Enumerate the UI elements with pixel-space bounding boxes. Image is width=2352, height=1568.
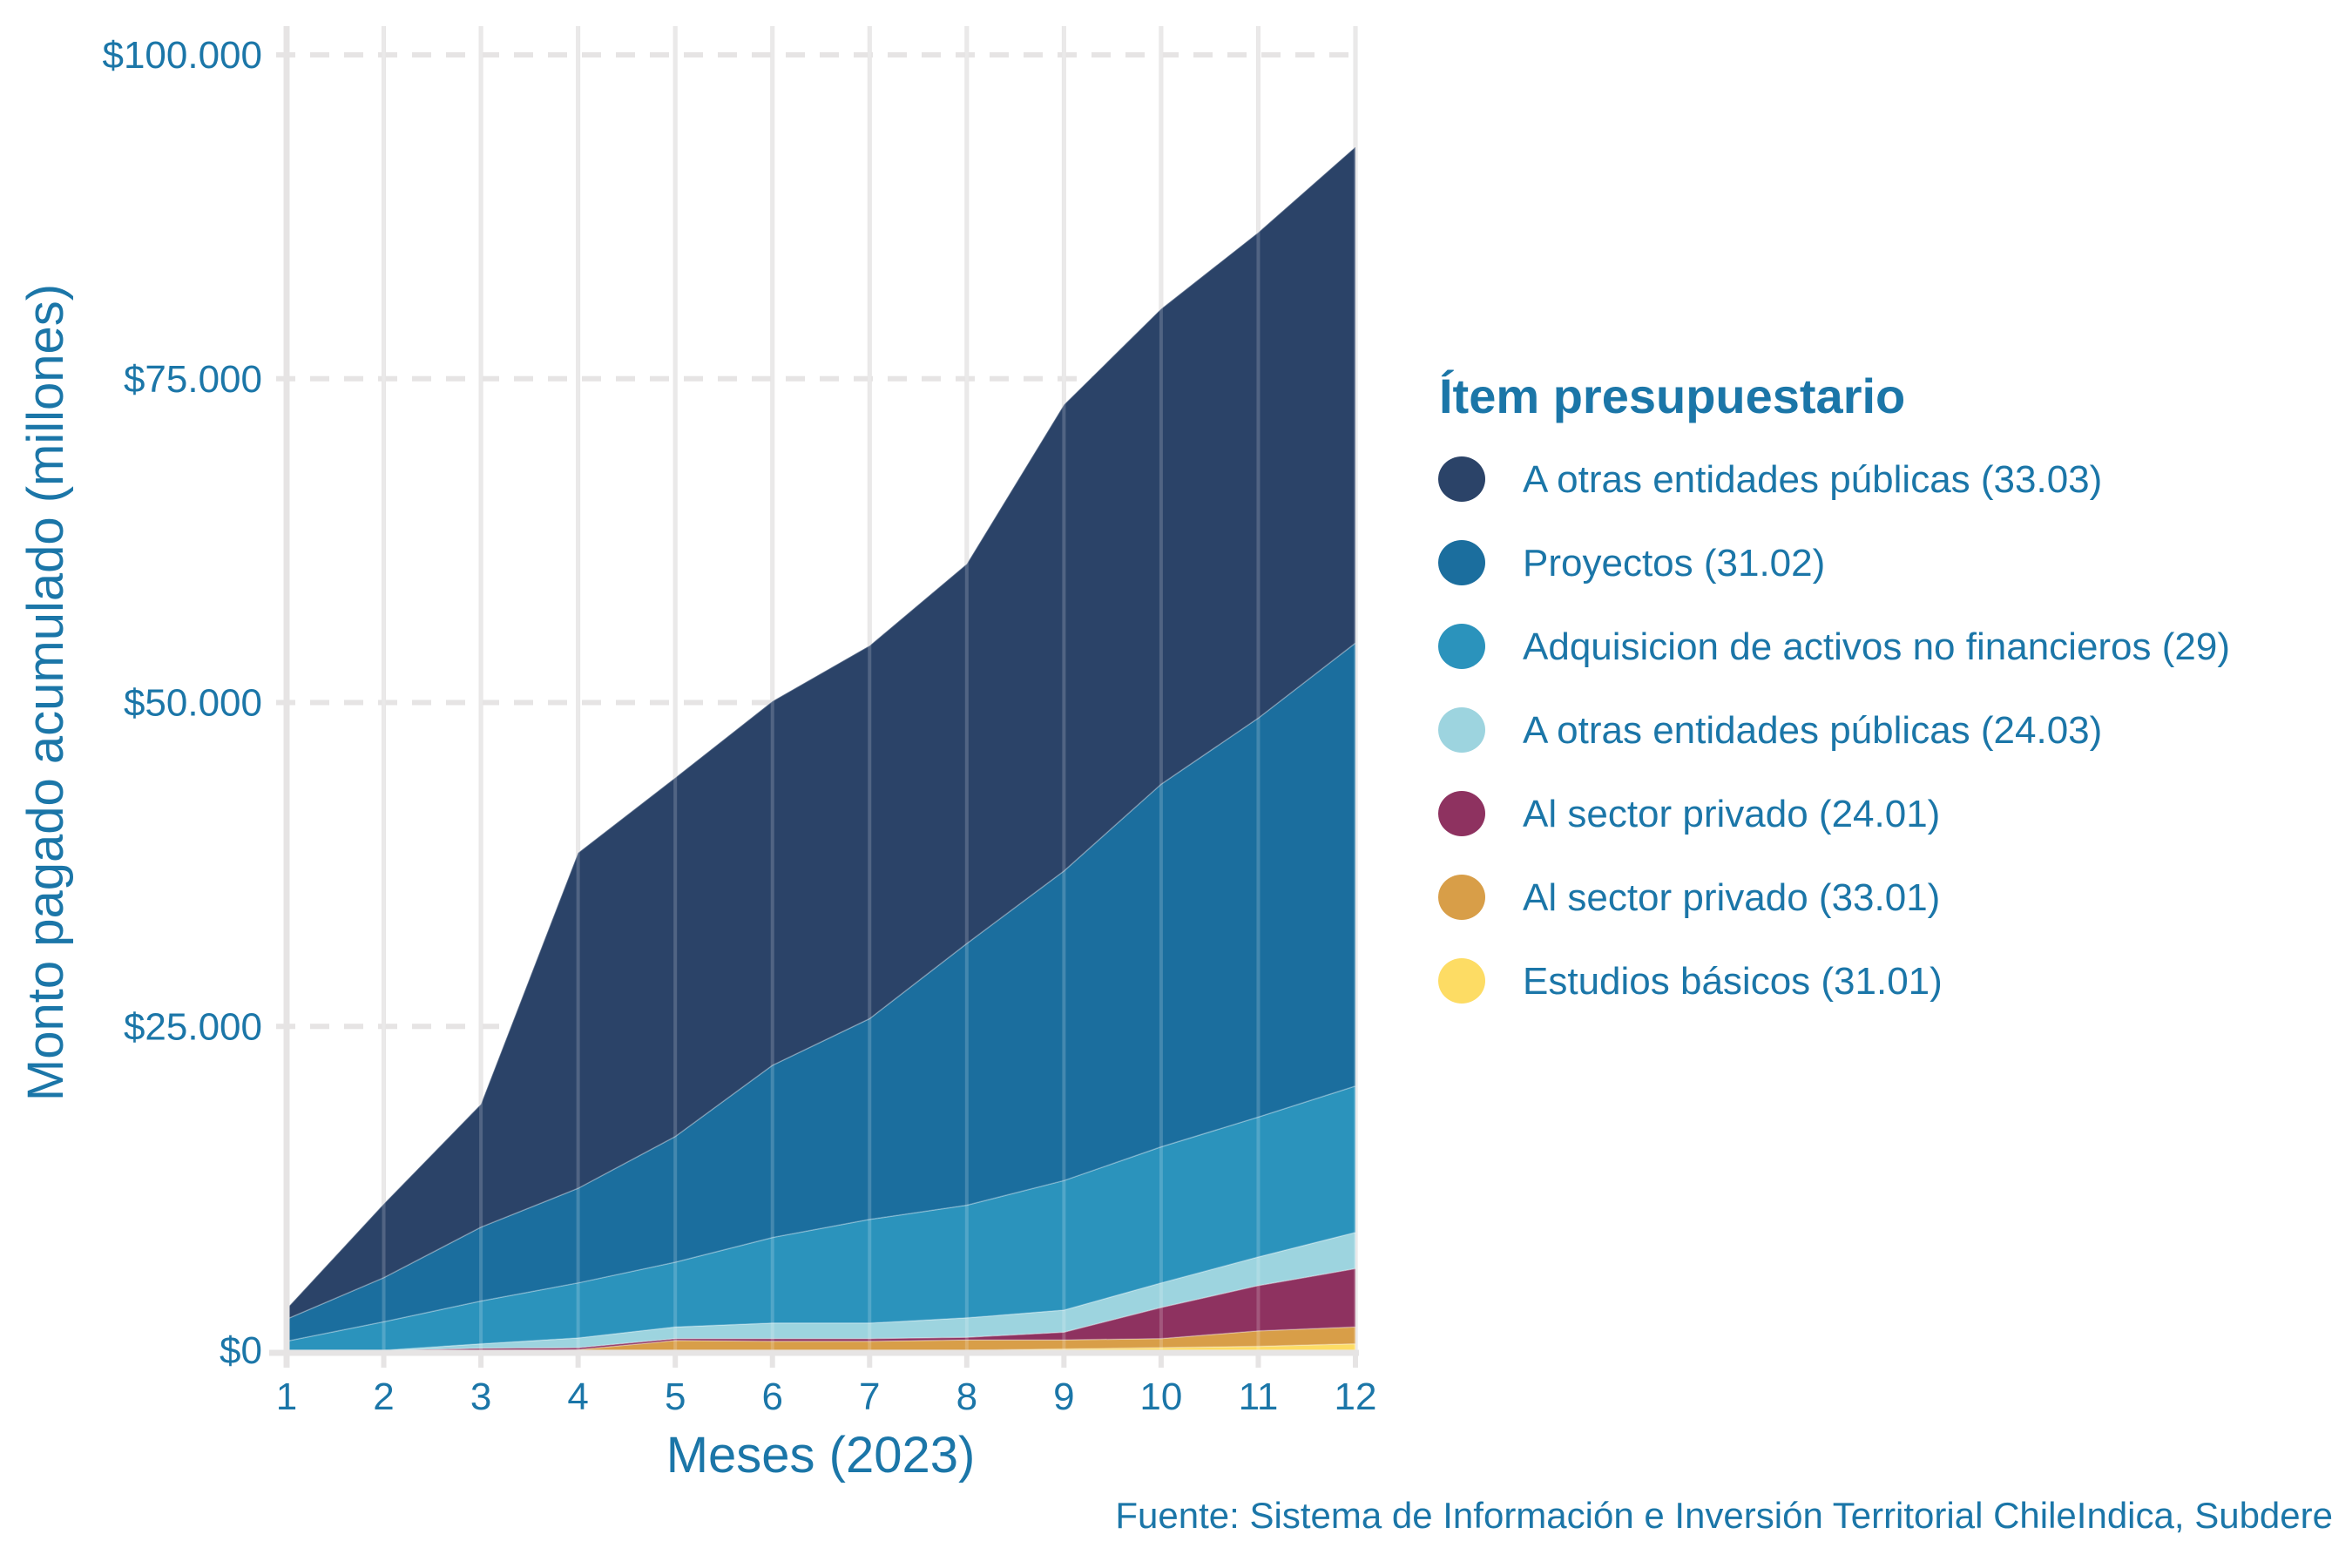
area-al-sector-privado-24-01 bbox=[287, 1267, 1356, 1351]
x-tick-label: 9 bbox=[1053, 1375, 1074, 1418]
x-tick-label: 10 bbox=[1139, 1375, 1182, 1418]
legend-title: Ítem presupuestario bbox=[1439, 368, 1905, 423]
legend-swatch bbox=[1438, 624, 1485, 669]
legend-swatch bbox=[1438, 875, 1485, 920]
y-axis-title: Monto pagado acumulado (millones) bbox=[17, 284, 74, 1101]
x-tick-label: 6 bbox=[761, 1375, 782, 1418]
area-a-otras-entidades-p-blicas-24-03 bbox=[287, 1231, 1356, 1351]
x-tick-label: 12 bbox=[1335, 1375, 1377, 1418]
x-tick-label: 8 bbox=[956, 1375, 977, 1418]
legend-label: Al sector privado (24.01) bbox=[1523, 793, 1940, 835]
y-tick-label: $75.000 bbox=[124, 358, 262, 401]
legend-label: Estudios básicos (31.01) bbox=[1523, 960, 1943, 1003]
legend-swatch bbox=[1438, 540, 1485, 585]
x-tick-label: 4 bbox=[567, 1375, 588, 1418]
x-tick-label: 3 bbox=[470, 1375, 491, 1418]
x-tick-label: 5 bbox=[665, 1375, 686, 1418]
legend-item: Adquisicion de activos no financieros (2… bbox=[1438, 624, 2230, 669]
y-tick-label: $50.000 bbox=[124, 682, 262, 725]
y-tick-label: $0 bbox=[220, 1329, 262, 1372]
y-tick-label: $100.000 bbox=[102, 34, 262, 77]
legend-item: Al sector privado (33.01) bbox=[1438, 875, 1940, 920]
x-axis-tick-labels: 1 2 3 4 5 6 7 8 9 10 11 12 bbox=[276, 1375, 1377, 1418]
source-caption: Fuente: Sistema de Información e Inversi… bbox=[1115, 1495, 2333, 1536]
legend-label: A otras entidades públicas (24.03) bbox=[1523, 709, 2102, 752]
legend-swatch bbox=[1438, 456, 1485, 502]
y-axis-tick-labels: $0 $25.000 $50.000 $75.000 $100.000 bbox=[102, 34, 262, 1372]
legend-label: Adquisicion de activos no financieros (2… bbox=[1523, 625, 2230, 668]
legend-item: A otras entidades públicas (24.03) bbox=[1438, 707, 2102, 753]
legend-item: Proyectos (31.02) bbox=[1438, 540, 1825, 585]
x-axis-title: Meses (2023) bbox=[666, 1427, 976, 1484]
legend-label: A otras entidades públicas (33.03) bbox=[1523, 458, 2102, 501]
legend-swatch bbox=[1438, 958, 1485, 1004]
legend-item: Estudios básicos (31.01) bbox=[1438, 958, 1943, 1004]
area-a-otras-entidades-p-blicas-33-03 bbox=[286, 145, 1356, 1321]
legend-swatch bbox=[1438, 707, 1485, 753]
x-tick-label: 1 bbox=[276, 1375, 297, 1418]
x-tick-label: 2 bbox=[373, 1375, 394, 1418]
legend-label: Proyectos (31.02) bbox=[1523, 542, 1825, 585]
x-tick-label: 7 bbox=[859, 1375, 880, 1418]
x-tick-label: 11 bbox=[1239, 1375, 1279, 1418]
axes bbox=[269, 26, 1359, 1368]
legend-label: Al sector privado (33.01) bbox=[1523, 876, 1940, 919]
area-series bbox=[285, 26, 1357, 1351]
legend-item: A otras entidades públicas (33.03) bbox=[1438, 456, 2102, 502]
legend-swatch bbox=[1438, 791, 1485, 836]
y-tick-label: $25.000 bbox=[124, 1005, 262, 1048]
legend-item: Al sector privado (24.01) bbox=[1438, 791, 1940, 836]
legend: Ítem presupuestario A otras entidades pú… bbox=[1438, 368, 2230, 1004]
